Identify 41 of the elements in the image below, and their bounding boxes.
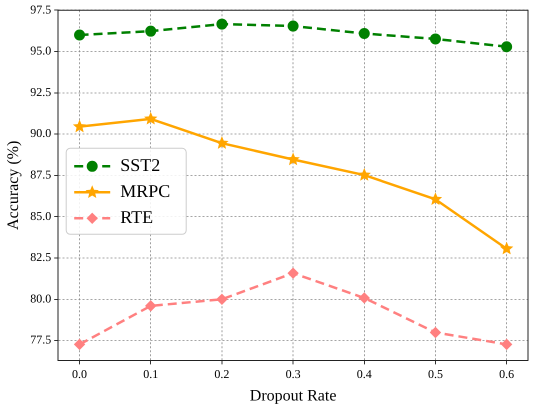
y-tick-label: 87.5: [30, 168, 52, 182]
point: [215, 136, 229, 149]
point: [500, 242, 514, 254]
y-tick-label: 90.0: [30, 126, 52, 140]
legend-label: RTE: [120, 207, 154, 228]
y-tick-label: 80.0: [30, 291, 52, 306]
point: [216, 18, 228, 30]
y-tick-label: 77.5: [30, 332, 52, 347]
point: [144, 112, 158, 125]
x-tick-label: 0.3: [286, 366, 301, 381]
x-tick-label: 0.4: [356, 366, 372, 381]
x-tick-label: 0.5: [428, 366, 443, 381]
point: [358, 168, 371, 181]
y-tick-label: 85.0: [30, 208, 52, 223]
point: [358, 28, 370, 39]
point: [358, 292, 370, 304]
x-tick-label: 0.6: [499, 366, 514, 381]
point: [74, 29, 86, 40]
point: [74, 338, 86, 350]
point: [501, 41, 512, 52]
point: [145, 26, 156, 37]
point: [286, 152, 300, 166]
y-tick-label: 97.5: [30, 2, 52, 16]
point: [430, 33, 441, 44]
point: [501, 338, 512, 350]
point: [72, 120, 86, 132]
y-axis-title: Accuracy (%): [4, 140, 22, 230]
y-tick-label: 82.5: [30, 250, 52, 264]
x-tick-label: 0.1: [143, 366, 158, 381]
point: [430, 326, 441, 338]
y-tick-label: 92.5: [30, 84, 52, 99]
point: [216, 294, 228, 305]
x-axis-title: Dropout Rate: [250, 388, 336, 405]
legend-label: MRPC: [120, 181, 170, 202]
point: [288, 20, 299, 32]
point: [288, 268, 299, 279]
x-tick-label: 0.2: [214, 366, 230, 381]
y-tick-label: 95.0: [30, 44, 52, 58]
point: [145, 300, 156, 312]
x-tick-label: 0.0: [72, 366, 88, 381]
legend-label: SST2: [120, 155, 160, 176]
